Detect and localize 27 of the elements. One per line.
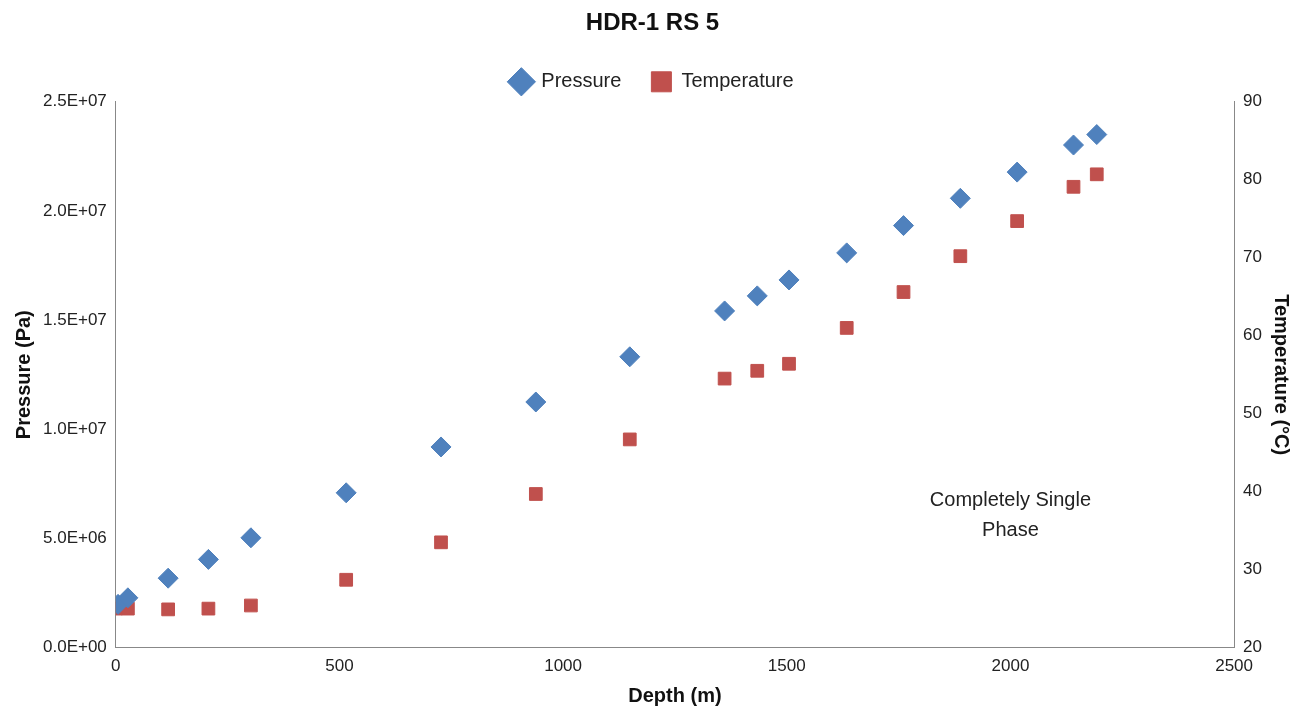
y-tick-label: 0.0E+00 [43, 637, 107, 657]
y2-tick-label: 80 [1243, 169, 1263, 189]
x-tick-label: 1000 [544, 656, 583, 676]
y2-tick-label: 70 [1243, 247, 1263, 267]
y2-tick-label: 40 [1243, 481, 1263, 501]
y2-tick-label: 50 [1243, 403, 1263, 423]
annotation: Completely Single Phase [929, 487, 1092, 540]
y-tick-label: 5.0E+06 [43, 528, 107, 548]
legend-label: Pressure [541, 69, 622, 92]
y2-tick-label: 60 [1243, 325, 1263, 345]
y-tick-label: 2.0E+07 [43, 200, 107, 220]
x-tick-label: 2000 [991, 656, 1030, 676]
x-tick-label: 2500 [1215, 656, 1253, 676]
legend-label: Temperature [681, 69, 794, 92]
chart-title: HDR-1 RS 5 [585, 8, 720, 36]
x-tick-label: 1500 [767, 656, 806, 676]
y-tick-label: 1.5E+07 [43, 309, 107, 329]
y2-tick-label: 90 [1243, 91, 1263, 111]
y2-axis-title: Temperature (°C) [1271, 294, 1294, 456]
y-tick-label: 1.0E+07 [43, 418, 107, 438]
y-tick-label: 2.5E+07 [43, 91, 107, 111]
y2-tick-label: 20 [1243, 637, 1263, 657]
x-tick-label: 0 [111, 656, 121, 676]
y2-tick-label: 30 [1243, 559, 1263, 579]
x-axis-title: Depth (m) [628, 683, 722, 706]
x-tick-label: 500 [325, 656, 354, 676]
y-axis-title: Pressure (Pa) [11, 310, 34, 440]
